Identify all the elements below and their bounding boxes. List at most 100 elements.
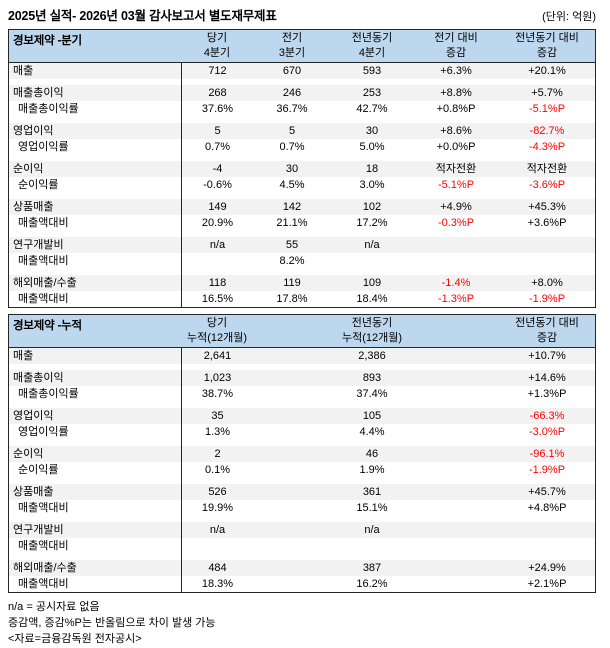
spacer-cell xyxy=(181,117,253,123)
value-cell: 387 xyxy=(362,562,382,574)
row-spacer xyxy=(9,269,595,275)
column-header-line2: 증감 xyxy=(536,332,558,344)
value-cell: 적자전환 xyxy=(435,163,477,175)
value-cell xyxy=(499,237,595,253)
value-cell: 18.4% xyxy=(356,293,388,305)
cumulative-results-table: 경보제약 -누적 당기 누적(12개월) 전년동기 누적(12개월) 전년동기 대비 증감 매… xyxy=(8,314,596,593)
row-label: 상품매출 xyxy=(13,486,54,498)
value-cell: +6.3% xyxy=(440,65,472,77)
column-header-line1: 전년동기 대비 xyxy=(515,32,579,44)
row-label: 매출액대비 xyxy=(18,217,69,229)
value-cell xyxy=(331,253,413,269)
value-cell: +14.6% xyxy=(528,372,566,384)
row-spacer xyxy=(9,516,595,522)
table-row: 영업이익률 0.7% 0.7% 5.0% +0.0%P -4.3%P xyxy=(9,139,595,155)
value-cell: -4 xyxy=(181,161,253,177)
value-cell: +5.7% xyxy=(531,87,563,99)
row-spacer xyxy=(9,231,595,237)
page-title: 2025년 실적- 2026년 03월 감사보고서 별도재무제표 xyxy=(8,9,277,23)
value-cell xyxy=(413,522,499,538)
row-label: 매출 xyxy=(13,65,34,77)
row-label: 영업이익률 xyxy=(18,426,69,438)
value-cell xyxy=(413,576,499,592)
table-row: 매출총이익률 38.7% 37.4% +1.3%P xyxy=(9,386,595,402)
column-header-line2: 증감 xyxy=(536,47,558,59)
value-cell: 37.6% xyxy=(181,101,253,117)
value-cell: n/a xyxy=(181,522,253,538)
footnote-rounding: 증감액, 증감%P는 반올림으로 차이 발생 가능 xyxy=(8,617,216,629)
value-cell: -0.3%P xyxy=(437,217,475,229)
value-cell xyxy=(253,560,331,576)
value-cell xyxy=(499,253,595,269)
unit-label: (단위: 억원) xyxy=(542,11,596,23)
value-cell: +1.3%P xyxy=(527,388,567,400)
table-row: 매출총이익 1,023 893 +14.6% xyxy=(9,370,595,386)
spacer-cell xyxy=(181,478,253,484)
column-header-line1: 전기 대비 xyxy=(434,32,478,44)
value-cell: 15.1% xyxy=(356,502,388,514)
value-cell: 30 xyxy=(285,163,299,175)
value-cell xyxy=(253,370,331,386)
value-cell: 670 xyxy=(282,65,302,77)
value-cell xyxy=(181,538,253,554)
value-cell: 21.1% xyxy=(276,217,308,229)
value-cell: +4.8%P xyxy=(527,502,567,514)
table-row: 상품매출 526 361 +45.7% xyxy=(9,484,595,500)
value-cell: 893 xyxy=(362,372,382,384)
spacer-cell xyxy=(181,231,253,237)
value-cell: 18.3% xyxy=(181,576,253,592)
table-row: 매출액대비 16.5% 17.8% 18.4% -1.3%P -1.9%P xyxy=(9,291,595,307)
value-cell: -3.0%P xyxy=(528,426,566,438)
value-cell: 246 xyxy=(282,87,302,99)
value-cell: -4.3%P xyxy=(528,141,566,153)
row-label: 매출총이익률 xyxy=(18,103,79,115)
column-header: 전기 대비 증감 xyxy=(413,31,499,61)
row-spacer xyxy=(9,478,595,484)
table-row: 매출액대비 xyxy=(9,538,595,554)
value-cell: 0.1% xyxy=(181,462,253,478)
value-cell: 36.7% xyxy=(276,103,308,115)
value-cell: -1.3%P xyxy=(437,293,475,305)
table-row: 매출총이익률 37.6% 36.7% 42.7% +0.8%P -5.1%P xyxy=(9,101,595,117)
row-label: 영업이익 xyxy=(13,410,54,422)
table-row: 해외매출/수출 484 387 +24.9% xyxy=(9,560,595,576)
table-header: 경보제약 -분기 당기 4분기 전기 3분기 전년동기 4분기 전기 대비 증감 전년동기 대비 증… xyxy=(9,30,595,63)
value-cell: 적자전환 xyxy=(526,163,568,175)
value-cell: +0.0%P xyxy=(436,141,476,153)
table-header: 경보제약 -누적 당기 누적(12개월) 전년동기 누적(12개월) 전년동기 대비 증감 xyxy=(9,315,595,348)
spacer-cell xyxy=(181,193,253,199)
value-cell: +45.3% xyxy=(528,201,566,213)
value-cell: -5.1%P xyxy=(528,103,566,115)
column-header-line1: 당기 xyxy=(206,32,228,44)
column-header-line1: 전년동기 대비 xyxy=(515,317,579,329)
row-label: 영업이익률 xyxy=(18,141,69,153)
row-spacer xyxy=(9,117,595,123)
value-cell: 19.9% xyxy=(181,500,253,516)
row-label: 매출액대비 xyxy=(18,540,69,552)
table-row: 영업이익 35 105 -66.3% xyxy=(9,408,595,424)
table-row: 해외매출/수출 118 119 109 -1.4% +8.0% xyxy=(9,275,595,291)
value-cell xyxy=(413,484,499,500)
value-cell: +8.8% xyxy=(440,87,472,99)
row-label: 매출액대비 xyxy=(18,293,69,305)
value-cell: 1,023 xyxy=(181,370,253,386)
value-cell: 17.8% xyxy=(276,293,308,305)
value-cell: -1.9%P xyxy=(528,464,566,476)
column-header: 당기 누적(12개월) xyxy=(181,316,253,346)
row-label: 매출총이익 xyxy=(13,372,64,384)
value-cell: +10.7% xyxy=(528,350,566,362)
value-cell: 35 xyxy=(181,408,253,424)
value-cell: 105 xyxy=(362,410,382,422)
value-cell xyxy=(499,522,595,538)
spacer-cell xyxy=(181,440,253,446)
value-cell xyxy=(253,538,331,554)
table-row: 순이익률 0.1% 1.9% -1.9%P xyxy=(9,462,595,478)
table-row: 순이익 2 46 -96.1% xyxy=(9,446,595,462)
column-header-line2: 누적(12개월) xyxy=(341,332,403,344)
spacer-cell xyxy=(181,79,253,85)
column-header: 전기 3분기 xyxy=(253,31,331,61)
value-cell: -0.6% xyxy=(181,177,253,193)
row-spacer xyxy=(9,554,595,560)
